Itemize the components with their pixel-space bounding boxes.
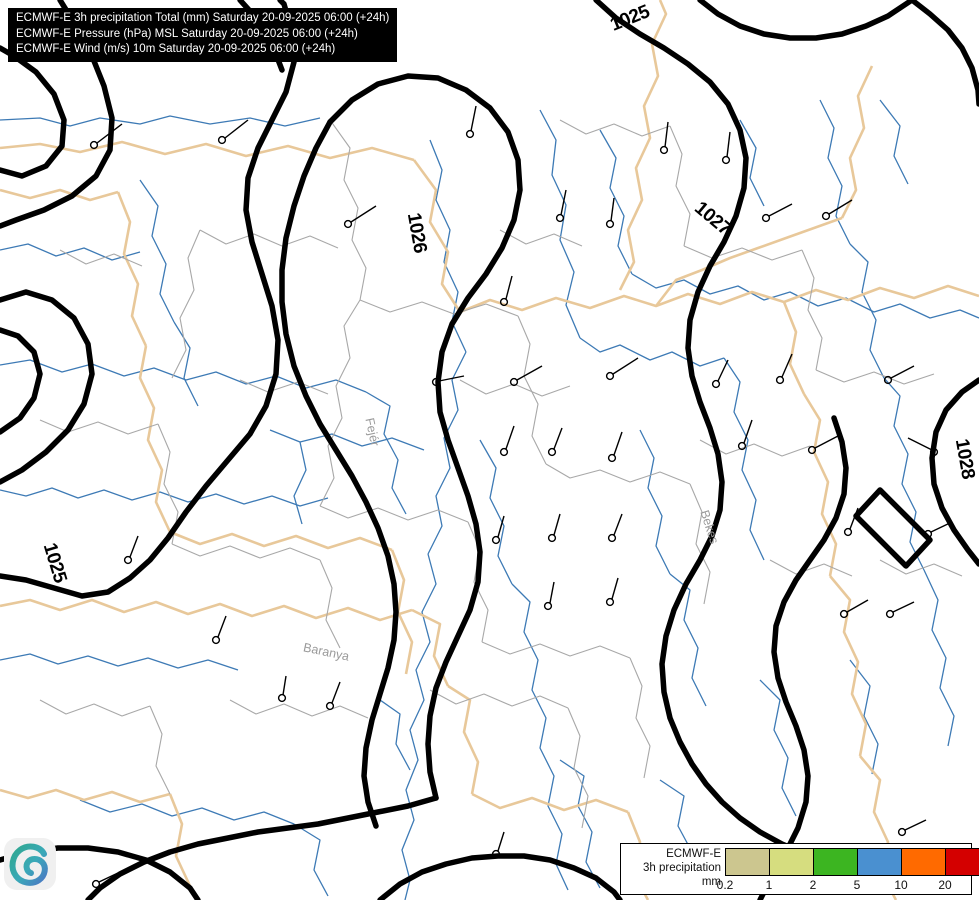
wind-barb [91, 871, 121, 889]
wind-barb [217, 119, 249, 145]
wind-barb [491, 515, 505, 545]
wind-barb [605, 197, 615, 229]
wind-barb [211, 615, 227, 645]
legend-subheading: 3h precipitation [643, 862, 721, 874]
legend-color-swatches [725, 848, 979, 876]
legend-tick-5: 5 [853, 878, 861, 892]
legend-tick-20: 20 [938, 878, 952, 892]
wind-barb [761, 203, 793, 223]
legend-swatch-3 [857, 848, 902, 876]
wind-barb [431, 375, 465, 387]
wind-barb [885, 601, 915, 619]
wind-barb [605, 357, 639, 381]
wind-barb [89, 123, 123, 150]
legend-swatch-0 [725, 848, 770, 876]
wind-barb [555, 189, 567, 223]
county-borders-layer [39, 119, 963, 829]
wind-barb [543, 581, 555, 611]
legend-swatch-1 [769, 848, 814, 876]
title-line-wind: ECMWF-E Wind (m/s) 10m Saturday 20-09-20… [16, 43, 336, 55]
wind-barb [775, 353, 793, 385]
wind-barb [607, 431, 623, 463]
wind-barb [547, 427, 563, 457]
wind-barb [605, 577, 619, 607]
weather-spiral-logo[interactable] [4, 838, 56, 890]
wind-barb [343, 205, 377, 229]
wind-barb [721, 131, 731, 165]
wind-barb [491, 831, 505, 859]
legend-units: mm [701, 876, 721, 888]
legend-swatch-4 [901, 848, 946, 876]
legend-heading: ECMWF-E [666, 848, 721, 860]
wind-barb [277, 675, 287, 703]
title-block: ECMWF-E 3h precipitation Total (mm) Satu… [8, 8, 398, 62]
wind-barb [897, 819, 927, 837]
legend-tick-2: 2 [809, 878, 817, 892]
wind-barb [659, 121, 669, 155]
wind-barb [807, 435, 839, 455]
wind-barb [923, 521, 953, 539]
legend-tick-labels: 0.212510203040501001000 [717, 876, 970, 894]
wind-barb [499, 425, 515, 457]
wind-barb [711, 359, 729, 389]
wind-barbs-layer [19, 105, 953, 889]
wind-barb [509, 365, 543, 387]
wind-barb [325, 681, 341, 711]
legend-caption: ECMWF-E 3h precipitation mm [625, 847, 721, 889]
wind-barb [883, 365, 915, 385]
title-line-precipitation: ECMWF-E 3h precipitation Total (mm) Satu… [16, 12, 390, 24]
legend-swatch-5 [945, 848, 979, 876]
wind-barb [839, 599, 869, 619]
wind-barb [499, 275, 513, 307]
wind-barb [607, 513, 623, 543]
wind-barb [547, 513, 561, 543]
legend-tick-0.2: 0.2 [716, 878, 734, 892]
wind-barb [821, 199, 853, 221]
legend-swatch-2 [813, 848, 858, 876]
wind-barb [465, 105, 477, 139]
wind-barb [843, 507, 859, 537]
precipitation-legend: ECMWF-E 3h precipitation mm 0.2125102030… [620, 843, 979, 895]
wind-barb [907, 437, 939, 457]
wind-barb [737, 419, 753, 451]
wind-barb [123, 535, 139, 565]
legend-tick-10: 10 [894, 878, 908, 892]
legend-tick-1: 1 [765, 878, 773, 892]
title-line-pressure: ECMWF-E Pressure (hPa) MSL Saturday 20-0… [16, 27, 358, 40]
